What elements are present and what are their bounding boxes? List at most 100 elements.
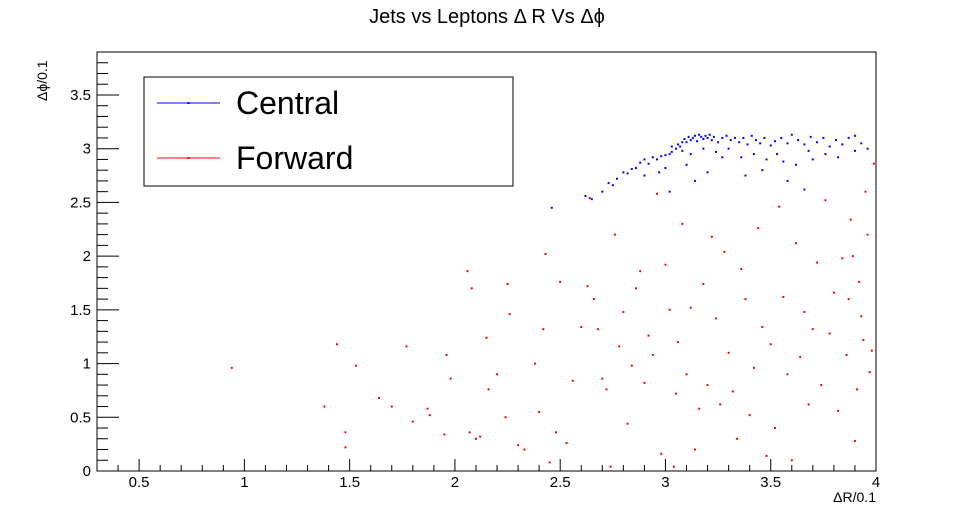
data-point: [824, 153, 827, 156]
data-point: [533, 362, 536, 365]
data-point: [689, 153, 692, 156]
data-point: [866, 233, 869, 236]
data-point: [738, 141, 741, 144]
data-point: [702, 138, 705, 141]
data-point: [479, 435, 482, 438]
y-tick-label: 3.5: [70, 87, 91, 104]
data-point: [622, 171, 625, 174]
data-point: [651, 156, 654, 159]
data-point: [706, 136, 709, 139]
data-point: [538, 410, 541, 413]
data-point: [651, 353, 654, 356]
legend-label-central: Central: [236, 85, 339, 121]
data-point: [681, 222, 684, 225]
y-axis: 0 0.5 1 1.5 2 2.5 3 3.5: [70, 51, 119, 480]
data-point: [565, 442, 568, 445]
data-point: [656, 158, 659, 161]
data-point: [856, 388, 859, 391]
data-point: [696, 140, 699, 143]
data-point: [647, 162, 650, 165]
data-point: [664, 263, 667, 266]
data-point: [824, 199, 827, 202]
data-point: [590, 198, 593, 201]
data-point: [378, 396, 381, 399]
data-point: [426, 407, 429, 410]
data-point: [845, 353, 848, 356]
data-point: [786, 179, 789, 182]
data-point: [803, 188, 806, 191]
data-point: [794, 242, 797, 245]
data-point: [390, 405, 393, 408]
data-point: [816, 141, 819, 144]
data-point: [681, 149, 684, 152]
x-tick-label: 0.5: [129, 474, 150, 491]
data-point: [677, 143, 680, 146]
data-point: [822, 136, 825, 139]
data-point: [496, 373, 499, 376]
data-point: [571, 379, 574, 382]
data-point: [588, 197, 591, 200]
data-point: [647, 334, 650, 337]
data-point: [607, 182, 610, 185]
x-tick-label: 1.5: [339, 474, 360, 491]
legend-box: [143, 76, 514, 187]
data-point: [773, 427, 776, 430]
data-point: [702, 147, 705, 150]
data-point: [504, 416, 507, 419]
data-point: [849, 218, 852, 221]
data-point: [799, 356, 802, 359]
data-point: [674, 392, 677, 395]
series-1: [230, 162, 875, 468]
data-point: [742, 136, 745, 139]
data-point: [622, 310, 625, 313]
data-point: [790, 133, 793, 136]
data-point: [853, 149, 856, 152]
data-point: [487, 388, 490, 391]
data-point: [853, 134, 856, 137]
data-point: [548, 461, 551, 464]
data-point: [616, 177, 619, 180]
x-tick-label: 2: [451, 474, 459, 491]
data-point: [611, 184, 614, 187]
data-point: [336, 343, 339, 346]
data-point: [639, 161, 642, 164]
data-point: [786, 142, 789, 145]
data-point: [544, 252, 547, 255]
data-point: [230, 366, 233, 369]
data-point: [778, 205, 781, 208]
data-point: [618, 345, 621, 348]
data-point: [542, 328, 545, 331]
data-point: [428, 414, 431, 417]
data-point: [853, 439, 856, 442]
data-point: [782, 295, 785, 298]
data-point: [837, 409, 840, 412]
data-point: [592, 298, 595, 301]
data-point: [834, 139, 837, 142]
data-point: [740, 156, 743, 159]
data-point: [748, 414, 751, 417]
data-point: [858, 280, 861, 283]
data-point: [872, 162, 875, 165]
data-point: [668, 308, 671, 311]
data-point: [811, 158, 814, 161]
data-point: [727, 351, 730, 354]
data-point: [714, 317, 717, 320]
data-point: [554, 431, 557, 434]
x-axis-label: ΔR/0.1: [833, 489, 876, 505]
data-point: [634, 167, 637, 170]
data-point: [660, 452, 663, 455]
data-point: [811, 328, 814, 331]
data-point: [685, 163, 688, 166]
y-tick-label: 1: [83, 356, 91, 373]
data-point: [354, 364, 357, 367]
data-point: [860, 315, 863, 318]
data-point: [847, 298, 850, 301]
data-point: [559, 280, 562, 283]
data-point: [809, 135, 812, 138]
data-point: [344, 446, 347, 449]
data-point: [746, 143, 749, 146]
data-point: [851, 255, 854, 258]
data-point: [708, 133, 711, 136]
data-point: [721, 136, 724, 139]
